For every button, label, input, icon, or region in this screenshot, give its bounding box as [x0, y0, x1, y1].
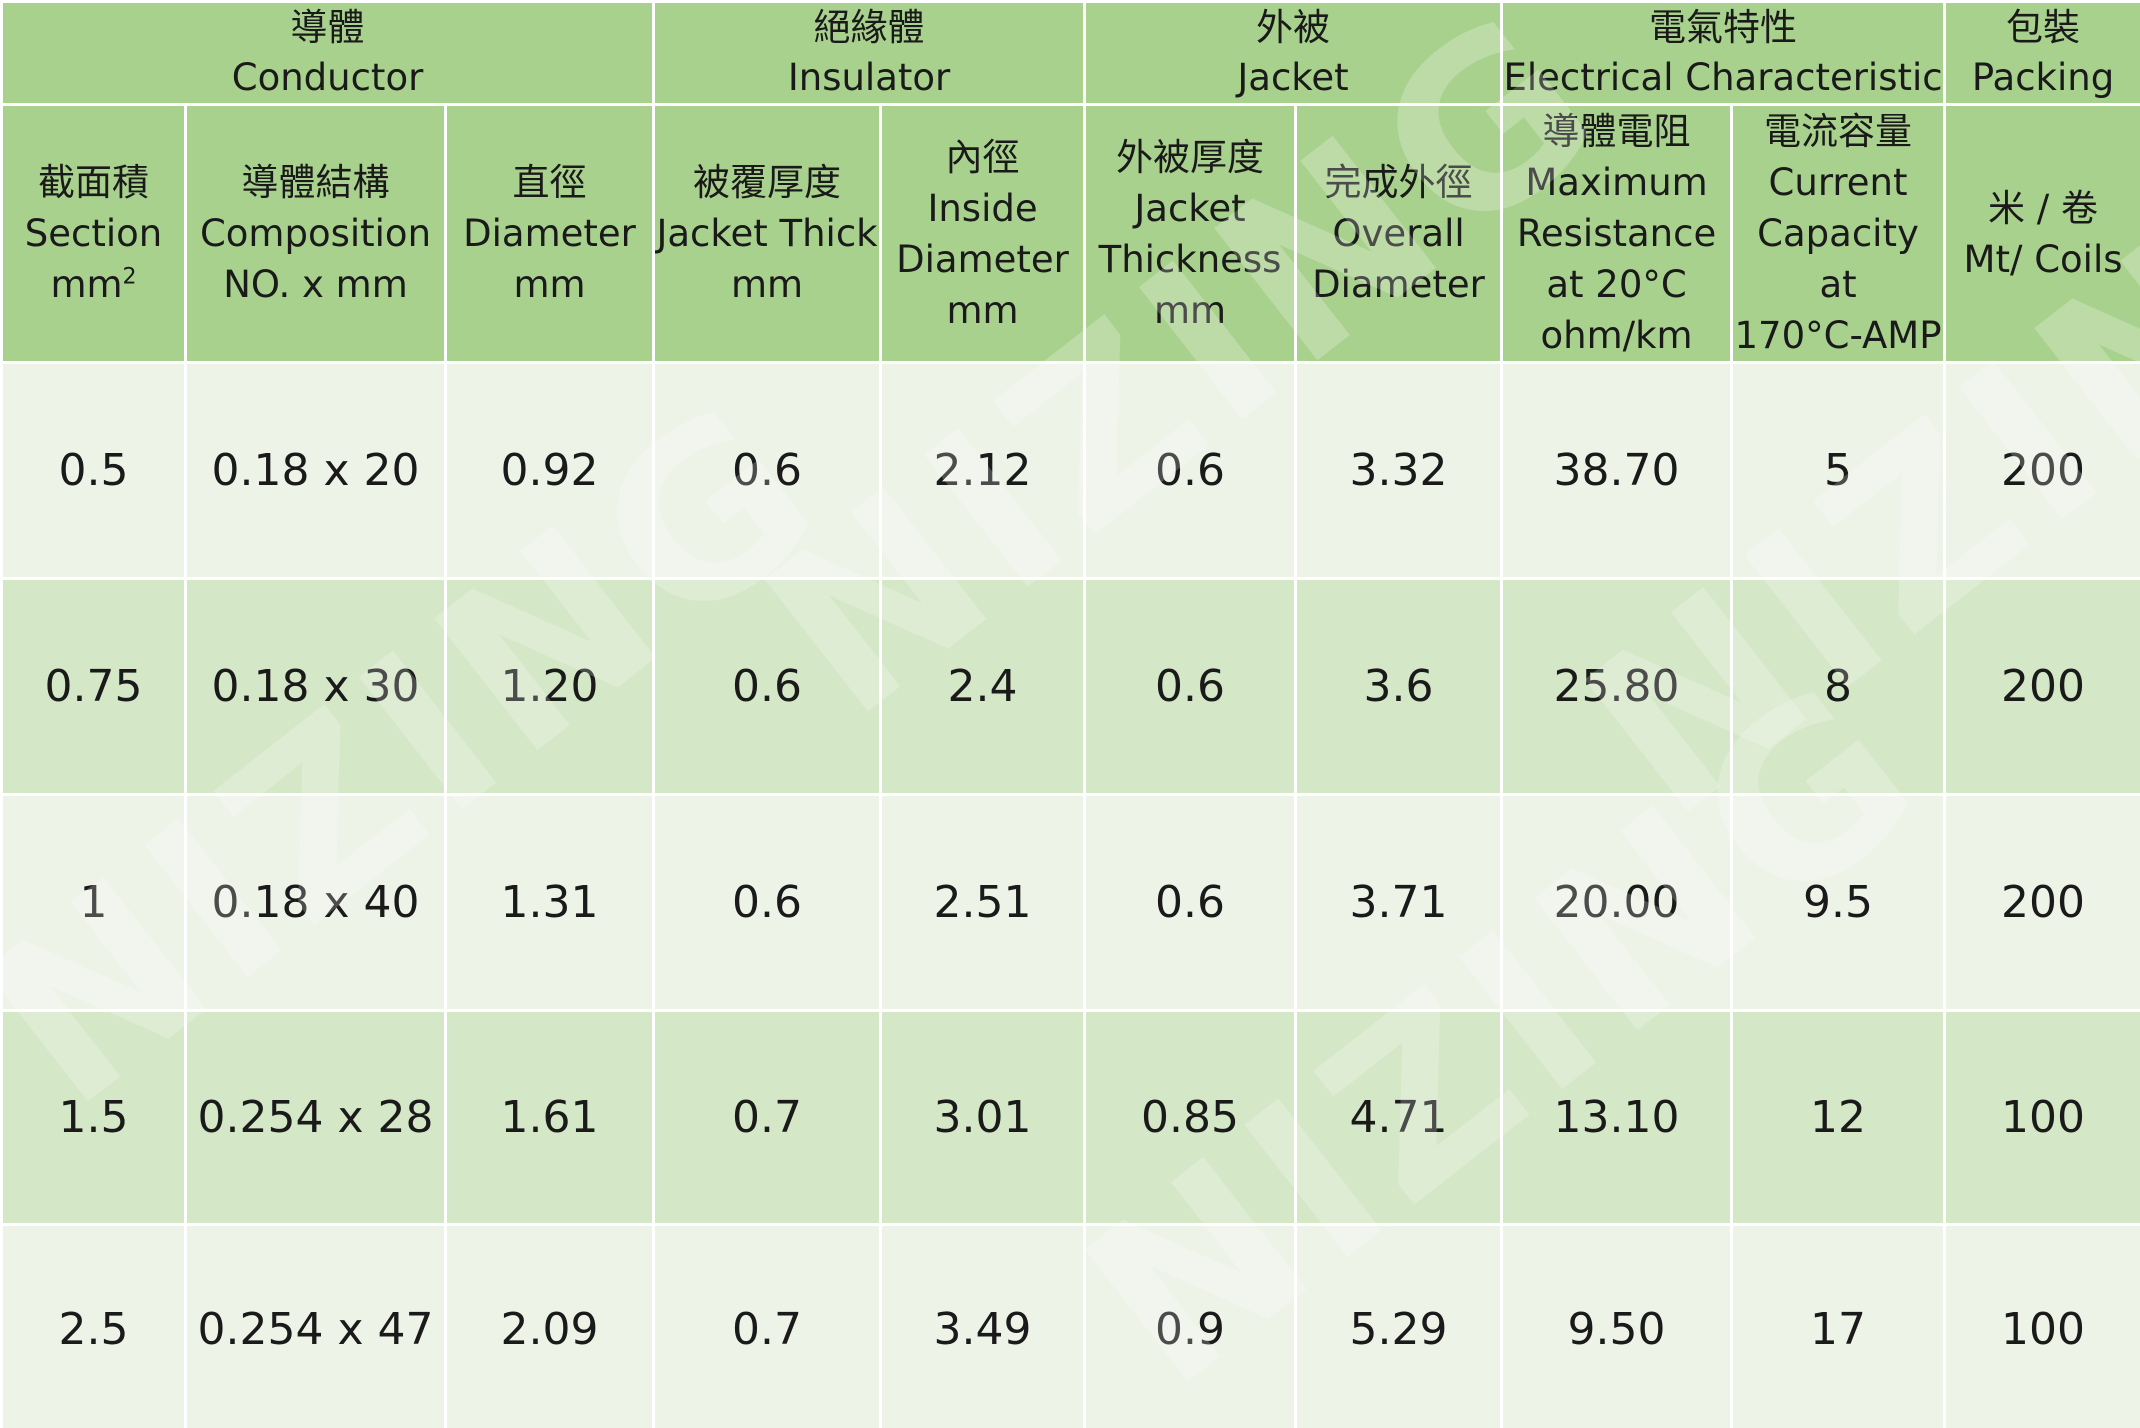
table-cell: 12	[1730, 1009, 1947, 1226]
table-cell: 200	[1943, 793, 2140, 1012]
col-inside-diameter: 內徑 Inside Diameter mm	[879, 103, 1087, 364]
table-cell: 0.9	[1083, 1223, 1298, 1428]
table-row: 1 0.18 x 40 1.31 0.6 2.51 0.6 3.71 20.00 9.5 200	[0, 793, 2140, 1012]
col-section: 截面積 Section mm2	[0, 103, 187, 364]
table-cell: 0.6	[652, 361, 883, 580]
table-cell: 0.18 x 40	[184, 793, 447, 1012]
table-cell: 100	[1943, 1009, 2140, 1226]
table-cell: 17	[1730, 1223, 1947, 1428]
table-cell: 25.80	[1500, 577, 1734, 796]
table-row: 0.75 0.18 x 30 1.20 0.6 2.4 0.6 3.6 25.80 8 200	[0, 577, 2140, 796]
table-cell: 0.5	[0, 361, 187, 580]
table-cell: 13.10	[1500, 1009, 1734, 1226]
table-cell: 4.71	[1294, 1009, 1504, 1226]
column-header-row: 截面積 Section mm2 導體結構 Composition NO. x m…	[0, 103, 2140, 364]
group-conductor: 導體 Conductor	[0, 0, 656, 106]
group-packing: 包裝 Packing	[1943, 0, 2140, 106]
table-cell: 0.18 x 30	[184, 577, 447, 796]
col-jacket-thickness: 外被厚度 Jacket Thickness mm	[1083, 103, 1298, 364]
table-cell: 2.5	[0, 1223, 187, 1428]
table-cell: 5.29	[1294, 1223, 1504, 1428]
table-cell: 0.6	[1083, 793, 1298, 1012]
table-cell: 200	[1943, 361, 2140, 580]
table-cell: 0.92	[443, 361, 656, 580]
table-cell: 3.71	[1294, 793, 1504, 1012]
table-row: 0.5 0.18 x 20 0.92 0.6 2.12 0.6 3.32 38.70 5 200	[0, 361, 2140, 580]
table-cell: 2.51	[879, 793, 1087, 1012]
table-cell: 1.20	[443, 577, 656, 796]
col-insulator-thickness: 被覆厚度 Jacket Thick mm	[652, 103, 883, 364]
col-current-capacity: 電流容量 Current Capacity at 170°C-AMP	[1730, 103, 1947, 364]
table-cell: 0.75	[0, 577, 187, 796]
table-cell: 38.70	[1500, 361, 1734, 580]
group-electrical: 電氣特性 Electrical Characteristic	[1500, 0, 1947, 106]
table-cell: 0.254 x 28	[184, 1009, 447, 1226]
col-max-resistance: 導體電阻 Maximum Resistance at 20°C ohm/km	[1500, 103, 1734, 364]
table-row: 1.5 0.254 x 28 1.61 0.7 3.01 0.85 4.71 13.10 12 1…	[0, 1009, 2140, 1226]
table-cell: 9.50	[1500, 1223, 1734, 1428]
col-diameter: 直徑 Diameter mm	[443, 103, 656, 364]
table-body: 0.5 0.18 x 20 0.92 0.6 2.12 0.6 3.32 38.70 5 200 0…	[0, 361, 2140, 1428]
table-cell: 3.32	[1294, 361, 1504, 580]
group-insulator: 絕緣體 Insulator	[652, 0, 1087, 106]
table-cell: 20.00	[1500, 793, 1734, 1012]
table-cell: 5	[1730, 361, 1947, 580]
table-cell: 3.6	[1294, 577, 1504, 796]
table-cell: 2.4	[879, 577, 1087, 796]
table-cell: 200	[1943, 577, 2140, 796]
table-cell: 1.5	[0, 1009, 187, 1226]
table-cell: 3.49	[879, 1223, 1087, 1428]
table-cell: 0.6	[652, 793, 883, 1012]
table-cell: 0.7	[652, 1009, 883, 1226]
table-cell: 0.85	[1083, 1009, 1298, 1226]
col-composition: 導體結構 Composition NO. x mm	[184, 103, 447, 364]
table-cell: 0.18 x 20	[184, 361, 447, 580]
table-row: 2.5 0.254 x 47 2.09 0.7 3.49 0.9 5.29 9.50 17 100	[0, 1223, 2140, 1428]
table-cell: 0.6	[1083, 361, 1298, 580]
table-cell: 3.01	[879, 1009, 1087, 1226]
table-cell: 0.6	[1083, 577, 1298, 796]
table-cell: 8	[1730, 577, 1947, 796]
table-cell: 0.6	[652, 577, 883, 796]
group-jacket: 外被 Jacket	[1083, 0, 1504, 106]
group-header-row: 導體 Conductor 絕緣體 Insulator 外被 Jacket 電氣特性 El…	[0, 0, 2140, 106]
table-cell: 2.09	[443, 1223, 656, 1428]
table-cell: 1.61	[443, 1009, 656, 1226]
table-cell: 0.7	[652, 1223, 883, 1428]
table-cell: 0.254 x 47	[184, 1223, 447, 1428]
table-cell: 1	[0, 793, 187, 1012]
table-cell: 9.5	[1730, 793, 1947, 1012]
table-cell: 1.31	[443, 793, 656, 1012]
table-cell: 2.12	[879, 361, 1087, 580]
col-packing: 米 / 卷 Mt/ Coils	[1943, 103, 2140, 364]
table-cell: 100	[1943, 1223, 2140, 1428]
col-overall-diameter: 完成外徑 Overall Diameter	[1294, 103, 1504, 364]
